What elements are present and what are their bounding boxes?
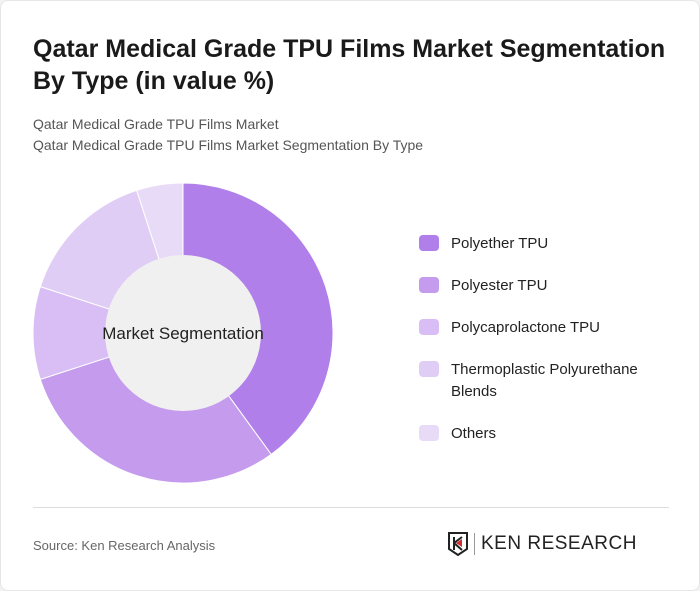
legend-label: Polyether TPU	[451, 235, 549, 252]
legend-item: Polyether TPU	[419, 233, 661, 255]
legend-swatch	[419, 277, 439, 293]
subtitle-segmentation: Qatar Medical Grade TPU Films Market Seg…	[33, 137, 424, 153]
legend-label: Thermoplastic Polyurethane Blends	[451, 361, 638, 400]
donut-chart: Market Segmentation	[32, 182, 334, 484]
logo-text: KEN RESEARCH	[474, 533, 637, 555]
legend-swatch	[419, 425, 439, 441]
slice-polyester-tpu	[39, 332, 272, 484]
chart-title: Qatar Medical Grade TPU Films Market Seg…	[33, 35, 666, 95]
legend-label: Others	[451, 425, 497, 442]
center-label: Market Segmentation	[102, 324, 264, 343]
donut-center	[105, 255, 261, 411]
legend-item: Polyester TPU	[419, 275, 661, 297]
source-text: Source: Ken Research Analysis	[33, 538, 216, 553]
divider	[33, 507, 669, 508]
legend-swatch	[419, 235, 439, 251]
legend-swatch	[419, 319, 439, 335]
subtitle-market: Qatar Medical Grade TPU Films Market	[33, 116, 279, 132]
legend-item: Thermoplastic Polyurethane Blends	[419, 359, 661, 403]
logo-icon	[448, 532, 468, 556]
legend-label: Polyester TPU	[451, 277, 548, 294]
legend-item: Polycaprolactone TPU	[419, 317, 661, 339]
legend: Polyether TPU Polyester TPU Polycaprolac…	[419, 233, 661, 465]
legend-item: Others	[419, 423, 661, 445]
legend-label: Polycaprolactone TPU	[451, 319, 600, 336]
legend-swatch	[419, 361, 439, 377]
ken-research-logo: KEN RESEARCH	[448, 532, 637, 556]
